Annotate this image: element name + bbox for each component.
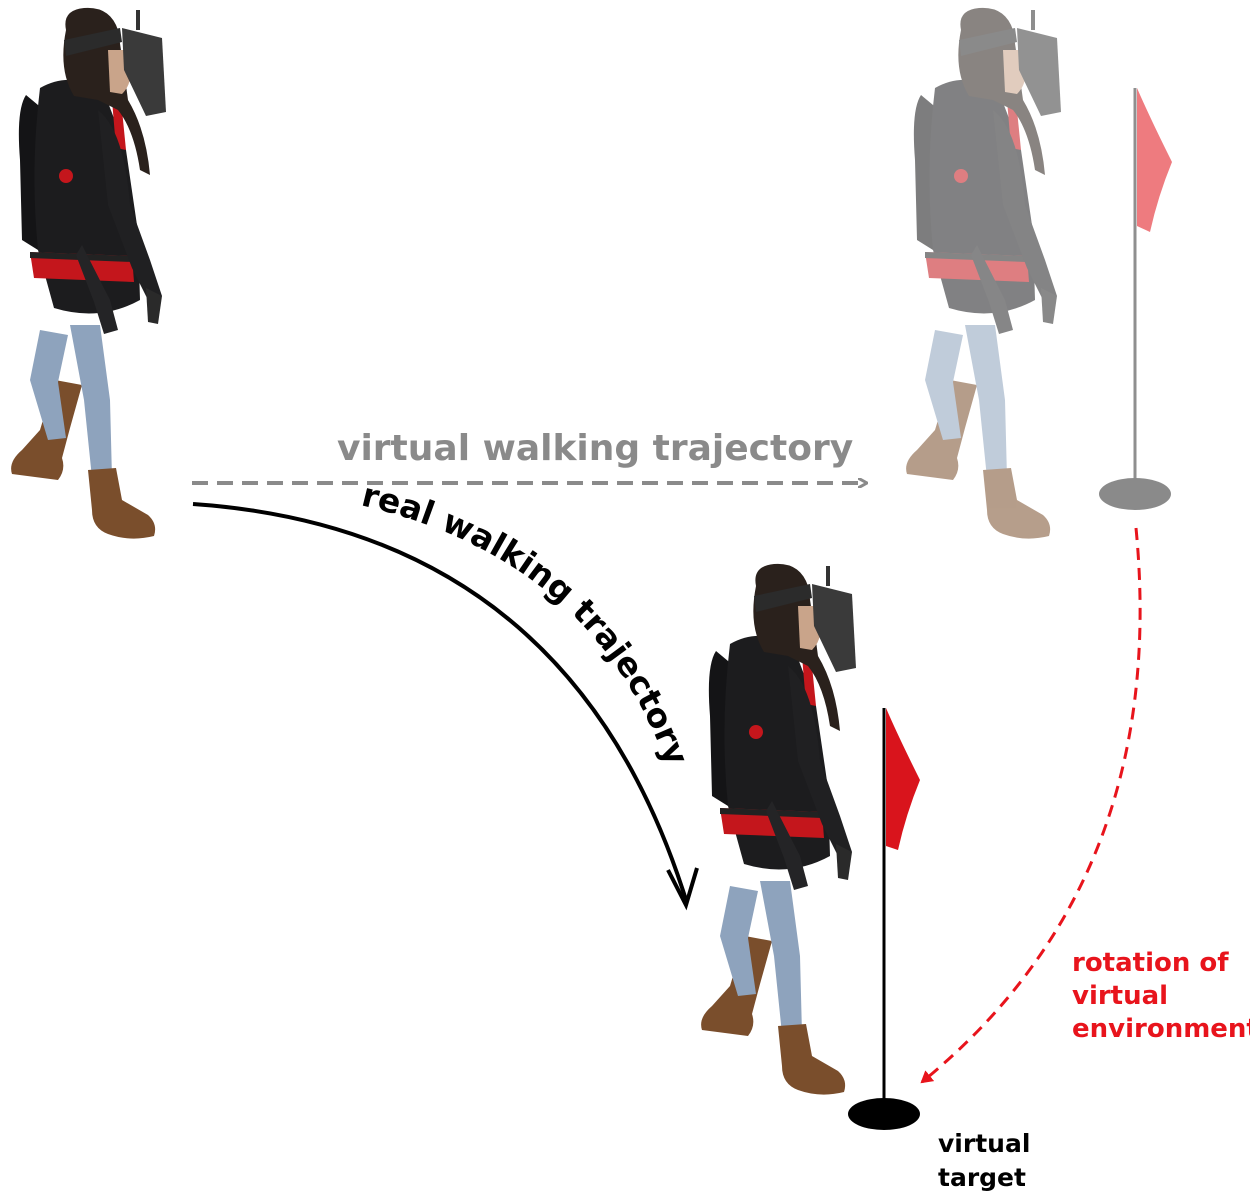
virtual-target-label: virtual target	[938, 1129, 1039, 1192]
flag-target-icon	[848, 708, 920, 1130]
rotation-label: rotation of virtual environment	[1072, 948, 1250, 1044]
real-trajectory-arrow	[192, 502, 688, 901]
virtual-trajectory-label: virtual walking trajectory	[337, 428, 853, 469]
walker-virtual-icon	[906, 7, 1061, 539]
real-trajectory-arrowhead	[666, 867, 699, 911]
flag-faded-icon	[1099, 88, 1172, 510]
walker-start-icon	[11, 7, 166, 539]
walker-real-icon	[701, 563, 856, 1095]
real-trajectory-label: real walking trajectory	[358, 475, 697, 770]
